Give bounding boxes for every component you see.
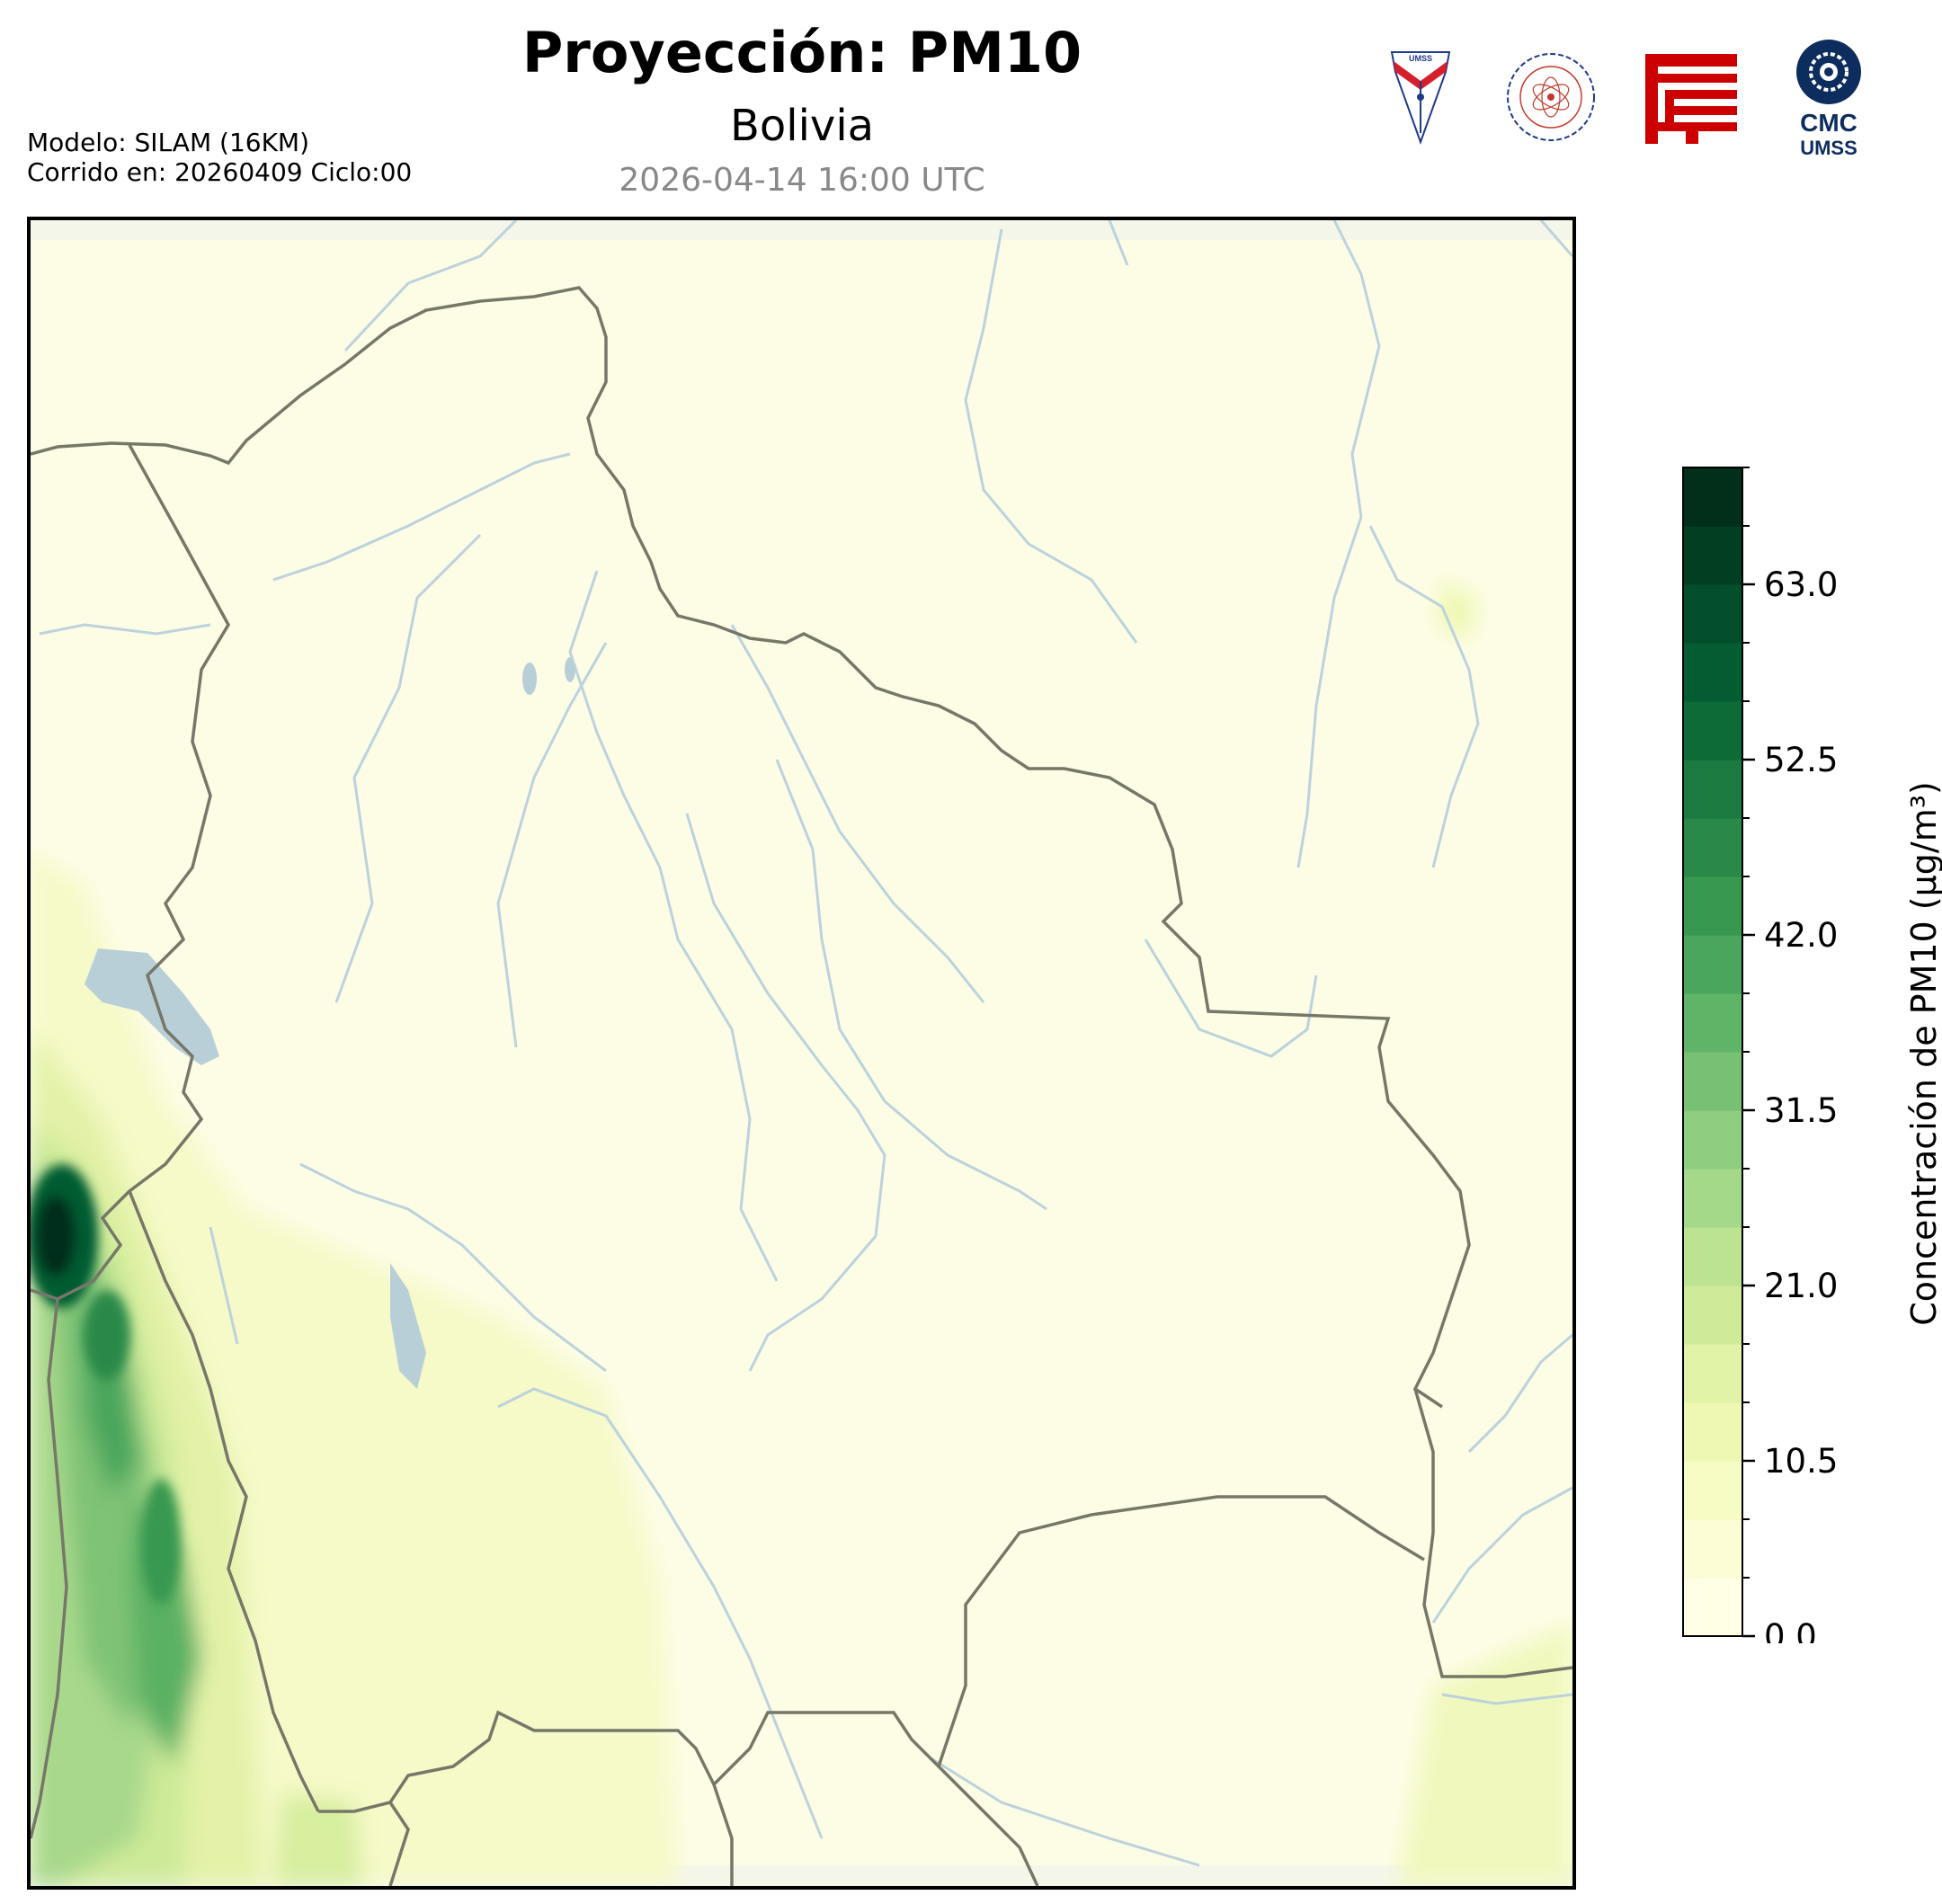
colorbar: 0.0 10.5 21.0 31.5 42.0 52.5 63.0 (1672, 466, 1942, 1656)
colorbar-segment (1683, 643, 1742, 702)
colorbar-segment (1683, 935, 1742, 994)
colorbar-segment (1683, 1169, 1742, 1228)
colorbar-tick-label: 63.0 (1764, 565, 1838, 604)
colorbar-tick-label: 52.5 (1764, 741, 1838, 779)
colorbar-segment (1683, 1227, 1742, 1286)
colorbar-segment (1683, 760, 1742, 819)
colorbar-segment (1683, 876, 1742, 936)
colorbar-segment (1683, 1052, 1742, 1111)
colorbar-tick-label: 31.5 (1764, 1091, 1838, 1130)
colorbar-tick-label: 42.0 (1764, 916, 1838, 955)
colorbar-segment (1683, 1402, 1742, 1462)
pm10-concentration-field (31, 580, 1572, 1886)
cmc-umss-logo: CMC UMSS (1796, 40, 1861, 159)
national-borders (31, 286, 1572, 1886)
model-name-line: Modelo: SILAM (16KM) (27, 128, 310, 157)
svg-text:CMC: CMC (1800, 109, 1857, 137)
model-run-line: Corrido en: 20260409 Ciclo:00 (27, 157, 413, 187)
map-subtitle: Bolivia (729, 101, 875, 151)
departamento-fisica-seal-logo (1507, 53, 1595, 141)
model-info: Modelo: SILAM (16KM) Corrido en: 2026040… (27, 128, 412, 187)
colorbar-segment (1683, 701, 1742, 761)
colorbar-segment (1683, 818, 1742, 877)
colorbar-segment (1683, 993, 1742, 1053)
map-title: Proyección: PM10 (521, 20, 1082, 85)
river-network (39, 220, 1572, 1867)
colorbar-segment (1683, 1461, 1742, 1520)
umss-shield-logo: UMSS (1390, 51, 1451, 145)
colorbar-svg: 0.0 10.5 21.0 31.5 42.0 52.5 63.0 (1682, 467, 1838, 1656)
colorbar-segment (1683, 1286, 1742, 1345)
colorbar-segment (1683, 467, 1742, 527)
colorbar-segment (1683, 1110, 1742, 1170)
colorbar-segment (1683, 526, 1742, 585)
svg-text:UMSS: UMSS (1409, 54, 1432, 63)
colorbar-tick-label: 21.0 (1764, 1267, 1838, 1305)
colorbar-segment (1683, 584, 1742, 644)
forecast-timestamp: 2026-04-14 16:00 UTC (619, 162, 985, 199)
colorbar-segment (1683, 1519, 1742, 1579)
colorbar-tick-label: 0.0 (1764, 1617, 1817, 1643)
red-fcyt-logo (1645, 54, 1737, 144)
colorbar-segment (1683, 1578, 1742, 1637)
colorbar-segment (1683, 1344, 1742, 1403)
colorbar-label: Concentración de PM10 (µg/m³) (1904, 781, 1942, 1326)
colorbar-tick-label: 10.5 (1764, 1442, 1838, 1481)
svg-text:UMSS: UMSS (1800, 137, 1857, 159)
pm10-map[interactable] (27, 217, 1576, 1890)
logo-strip: UMSS CMC UMSS (1376, 34, 1879, 160)
